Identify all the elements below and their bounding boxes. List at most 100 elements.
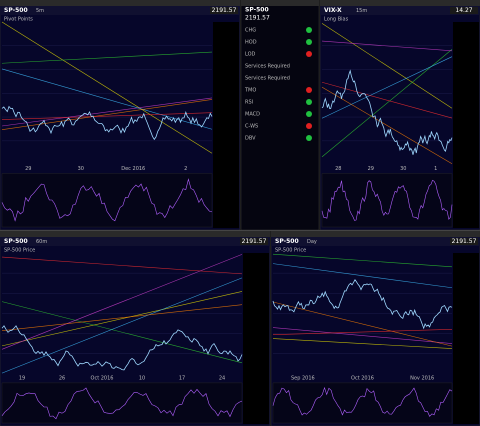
- quote-row-label: DBV: [245, 136, 256, 142]
- quote-row-label: RSI: [245, 100, 253, 106]
- price: 2191.57: [242, 238, 267, 245]
- price: 2191.57: [212, 7, 237, 14]
- trend-line: [1, 21, 213, 154]
- price-line: [272, 279, 453, 330]
- x-axis-label: 29: [368, 166, 374, 172]
- trend-line: [321, 23, 453, 109]
- tab-bar[interactable]: [0, 0, 240, 6]
- symbol: VIX-X: [324, 7, 342, 14]
- trend-line: [321, 81, 453, 119]
- trend-line: [272, 253, 453, 268]
- symbol: SP-500: [4, 238, 28, 245]
- trend-line: [321, 49, 453, 158]
- oscillator: [272, 386, 453, 417]
- price-box: [210, 7, 238, 14]
- trend-line: [1, 254, 243, 350]
- indicator-name: Pivot Points: [4, 17, 33, 23]
- tab-bar[interactable]: [0, 231, 270, 237]
- price-box: [240, 238, 268, 245]
- quote-panel: [240, 0, 320, 231]
- x-axis-label: 1: [434, 166, 437, 172]
- quote-symbol: SP-500: [245, 7, 269, 14]
- x-axis-label: 10: [139, 375, 145, 381]
- status-dot: [306, 51, 312, 57]
- x-axis-label: 28: [335, 166, 341, 172]
- x-axis-label: 19: [19, 375, 25, 381]
- pane-header: [0, 237, 270, 246]
- tab-bar[interactable]: [271, 231, 480, 237]
- indicator-panel: [1, 173, 213, 228]
- oscillator: [321, 179, 453, 221]
- x-axis-label: 24: [219, 375, 225, 381]
- oscillator: [1, 178, 213, 222]
- oscillator: [1, 387, 243, 420]
- price: 14.27: [455, 7, 472, 14]
- x-axis-label: 30: [400, 166, 406, 172]
- x-axis-label: 30: [78, 166, 84, 172]
- trend-line: [1, 99, 213, 130]
- tab-bar[interactable]: [241, 0, 319, 6]
- quote-row-label: Services Required: [245, 64, 290, 70]
- trend-line: [1, 97, 213, 127]
- pane-header: [320, 6, 480, 15]
- pane-header: [271, 237, 480, 246]
- interval[interactable]: Day: [307, 239, 317, 245]
- indicator-name: Long Bias: [324, 17, 349, 23]
- status-dot: [306, 99, 312, 105]
- status-dot: [306, 135, 312, 141]
- trend-line: [321, 56, 453, 119]
- quote-row-label: C-WS: [245, 124, 258, 130]
- price-line: [1, 105, 213, 141]
- x-axis-label: 17: [179, 375, 185, 381]
- indicator-name: SP-500 Price: [275, 248, 306, 254]
- trend-line: [321, 40, 453, 52]
- trend-line: [272, 338, 453, 349]
- trend-line: [1, 256, 243, 275]
- status-dot: [306, 39, 312, 45]
- status-dot: [306, 27, 312, 33]
- symbol: SP-500: [275, 238, 299, 245]
- quote-row-label: HOD: [245, 40, 257, 46]
- interval[interactable]: 15m: [356, 8, 367, 14]
- quote-price: 2191.57: [245, 15, 270, 22]
- quote-row-label: TMO: [244, 88, 256, 94]
- trend-line: [1, 291, 243, 347]
- x-axis-label: Oct 2016: [351, 375, 374, 381]
- quote-row-label: CHG: [245, 28, 256, 34]
- status-dot: [306, 87, 312, 93]
- indicator-panel: [1, 382, 243, 424]
- status-dot: [306, 123, 312, 129]
- price-box: [450, 7, 478, 14]
- interval[interactable]: 5m: [36, 8, 44, 14]
- x-axis-label: Oct 2016: [91, 375, 114, 381]
- price-axis: [453, 22, 479, 228]
- trend-line: [1, 112, 213, 120]
- quote-row-label: Services Required: [245, 76, 290, 82]
- x-axis-label: 2: [184, 166, 187, 172]
- divider: [0, 230, 480, 231]
- trend-line: [1, 277, 243, 374]
- symbol: SP-500: [4, 7, 28, 14]
- interval[interactable]: 60m: [36, 239, 47, 245]
- x-axis-label: Nov 2016: [410, 375, 434, 381]
- price-line: [1, 325, 243, 371]
- x-axis-label: 29: [25, 166, 31, 172]
- trend-line: [272, 263, 453, 289]
- tab-bar[interactable]: [320, 0, 480, 6]
- quote-row-label: MACD: [245, 112, 260, 118]
- trend-line: [321, 86, 453, 164]
- trend-line: [272, 327, 453, 344]
- trend-line: [1, 304, 243, 332]
- trend-line: [1, 301, 243, 364]
- indicator-name: SP-500 Price: [4, 248, 35, 254]
- quote-row-label: LOD: [245, 52, 256, 58]
- pane-header: [0, 6, 240, 15]
- price: 2191.57: [452, 238, 477, 245]
- price-axis: [213, 22, 239, 228]
- indicator-panel: [321, 173, 453, 228]
- indicator-panel: [272, 382, 453, 424]
- price-line: [321, 69, 453, 155]
- price-box: [450, 238, 478, 245]
- x-axis-label: Sep 2016: [291, 375, 315, 381]
